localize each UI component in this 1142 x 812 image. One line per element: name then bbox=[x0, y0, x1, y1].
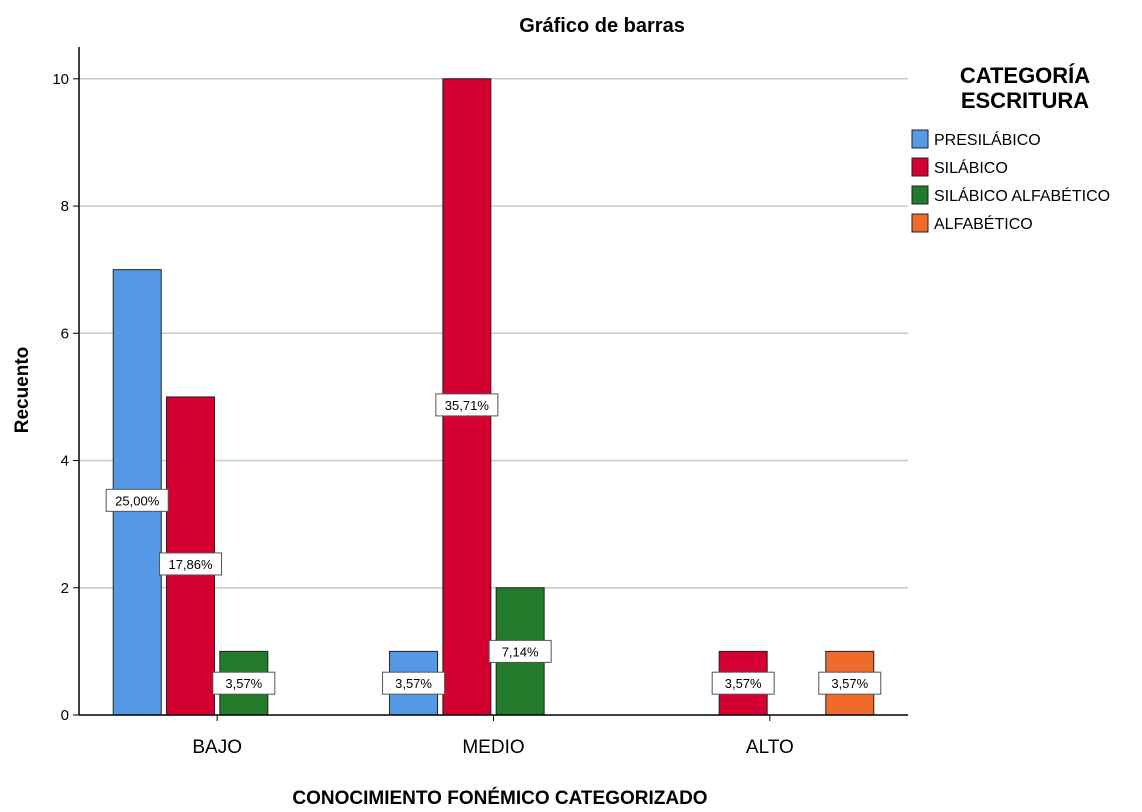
data-label: 3,57% bbox=[382, 671, 446, 695]
data-label: 3,57% bbox=[212, 671, 276, 695]
x-category-labels: BAJO MEDIO ALTO bbox=[192, 715, 794, 758]
data-label-text: 3,57% bbox=[831, 676, 868, 691]
data-label-box bbox=[711, 671, 775, 695]
data-label-box bbox=[105, 488, 169, 512]
data-label-box bbox=[435, 393, 499, 417]
x-category-label: BAJO bbox=[192, 737, 242, 758]
data-label: 3,57% bbox=[711, 671, 775, 695]
legend-item: ALFABÉTICO bbox=[911, 213, 1033, 233]
y-tick-label: 4 bbox=[61, 453, 69, 470]
x-axis-title: CONOCIMIENTO FONÉMICO CATEGORIZADO bbox=[292, 787, 707, 807]
legend-swatch bbox=[911, 185, 929, 205]
data-label-text: 35,71% bbox=[445, 398, 490, 413]
legend-label: PRESILÁBICO bbox=[934, 130, 1041, 149]
y-tick-label: 10 bbox=[52, 71, 69, 88]
legend: CATEGORÍA ESCRITURA PRESILÁBICO SILÁBICO S… bbox=[911, 63, 1110, 233]
data-label-box bbox=[382, 671, 446, 695]
chart-title: Gráfico de barras bbox=[519, 15, 685, 37]
data-label-box bbox=[159, 552, 223, 576]
legend-swatch bbox=[911, 129, 929, 149]
legend-label: ALFABÉTICO bbox=[934, 214, 1033, 233]
legend-swatch bbox=[911, 213, 929, 233]
legend-title-line-2: ESCRITURA bbox=[961, 88, 1089, 113]
legend-item: SILÁBICO bbox=[911, 157, 1008, 177]
data-label: 3,57% bbox=[818, 671, 882, 695]
y-tick-label: 0 bbox=[61, 707, 69, 724]
legend-item: SILÁBICO ALFABÉTICO bbox=[911, 185, 1110, 205]
x-category-label: ALTO bbox=[746, 737, 794, 758]
y-tick-label: 8 bbox=[61, 198, 69, 215]
legend-title-line-1: CATEGORÍA bbox=[960, 63, 1090, 88]
legend-label: SILÁBICO ALFABÉTICO bbox=[934, 186, 1110, 205]
data-label-text: 17,86% bbox=[168, 557, 213, 572]
data-label: 25,00% bbox=[105, 488, 169, 512]
x-category-label: MEDIO bbox=[462, 737, 524, 758]
data-labels: 25,00% 17,86% 3,57% 3,57% 35,71% 7,14% 3,57% 3,… bbox=[105, 393, 882, 695]
y-tick-label: 2 bbox=[61, 580, 69, 597]
data-label-box bbox=[818, 671, 882, 695]
legend-label: SILÁBICO bbox=[934, 158, 1008, 177]
y-tick-label: 6 bbox=[61, 325, 69, 342]
data-label-box bbox=[488, 639, 552, 663]
data-label: 35,71% bbox=[435, 393, 499, 417]
legend-swatch bbox=[911, 157, 929, 177]
data-label-box bbox=[212, 671, 276, 695]
data-label: 7,14% bbox=[488, 639, 552, 663]
data-label-text: 25,00% bbox=[115, 493, 160, 508]
data-label-text: 3,57% bbox=[725, 676, 762, 691]
data-label-text: 7,14% bbox=[502, 644, 539, 659]
data-label-text: 3,57% bbox=[395, 676, 432, 691]
gridlines bbox=[79, 78, 908, 589]
y-tick-labels: 0 2 4 6 8 10 bbox=[52, 71, 79, 724]
data-label: 17,86% bbox=[159, 552, 223, 576]
y-axis-title: Recuento bbox=[12, 347, 33, 434]
data-label-text: 3,57% bbox=[225, 676, 262, 691]
legend-item: PRESILÁBICO bbox=[911, 129, 1041, 149]
